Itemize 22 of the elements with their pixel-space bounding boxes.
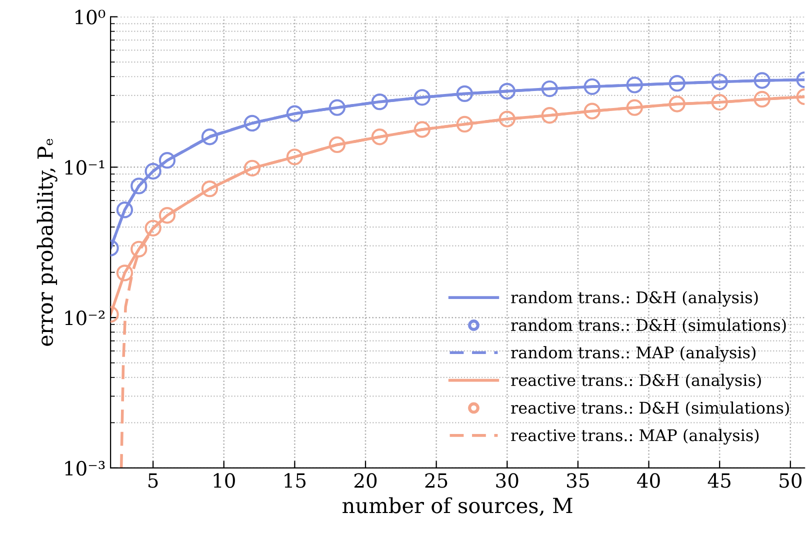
x-tick-label: 10	[214, 473, 235, 488]
x-tick-label: 35	[567, 473, 589, 488]
y-tick-label: 10⁰	[76, 10, 106, 24]
y-tick-label: 10⁻²	[65, 310, 104, 326]
x-axis-title: number of sources, M	[342, 497, 572, 516]
y-tick-label: 10⁻³	[65, 460, 105, 476]
x-tick-label: 40	[637, 473, 660, 488]
legend-label: reactive trans.: D&H (simulations)	[511, 401, 789, 416]
legend-label: reactive trans.: D&H (analysis)	[511, 374, 761, 390]
x-tick-label: 30	[496, 473, 518, 488]
x-tick-label: 5	[148, 473, 158, 488]
x-tick-label: 45	[708, 473, 730, 488]
x-tick-label: 50	[780, 473, 802, 488]
legend-label: random trans.: D&H (simulations)	[511, 318, 786, 334]
x-tick-label: 20	[354, 473, 377, 488]
legend-label: random trans.: MAP (analysis)	[511, 346, 756, 362]
x-tick-label: 15	[284, 473, 306, 488]
y-axis-title: error probability, Pₑ	[36, 138, 58, 346]
x-tick-label: 25	[425, 473, 448, 488]
y-tick-label: 10⁻¹	[65, 160, 104, 175]
legend-label: reactive trans.: MAP (analysis)	[511, 428, 759, 445]
legend-label: random trans.: D&H (analysis)	[511, 291, 758, 307]
